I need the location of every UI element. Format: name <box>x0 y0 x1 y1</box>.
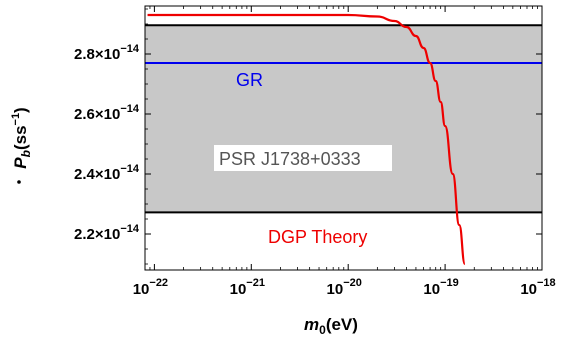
gr-label: GR <box>236 70 263 90</box>
x-tick-label: 10−19 <box>423 277 458 298</box>
dgp-label: DGP Theory <box>268 227 367 247</box>
x-tick-label: 10−22 <box>133 277 168 298</box>
psr-label: PSR J1738+0333 <box>219 149 361 169</box>
y-tick-label: 2.4×10−14 <box>74 163 140 183</box>
y-axis-title-close: ) <box>11 107 30 113</box>
x-tick-label: 10−20 <box>327 277 362 298</box>
x-axis-title-base: m <box>304 315 319 334</box>
plot-area <box>145 13 542 266</box>
psr-label-bg <box>214 145 392 171</box>
y-tick-label: 2.8×10−14 <box>74 43 140 63</box>
x-axis-title-rest: (eV) <box>326 315 358 334</box>
series-line <box>147 13 466 266</box>
x-tick-label: 10−18 <box>520 277 555 298</box>
y-tick-label: 2.6×10−14 <box>74 103 140 123</box>
psr-constraint-band <box>145 25 542 213</box>
y-axis-title-base: P <box>11 157 30 169</box>
x-tick-label: 10−21 <box>230 277 265 298</box>
x-axis-ticks: 10−22 10−21 10−20 10−19 10−18 <box>133 6 556 298</box>
y-axis-title: Pb(ss−1) <box>10 107 33 168</box>
y-axis-title-rest: (ss <box>11 125 30 150</box>
y-tick-label: 2.2×10−14 <box>74 223 140 243</box>
y-axis-title-sup: −1 <box>10 113 22 126</box>
x-axis-title-sub: 0 <box>319 323 326 337</box>
x-axis-title: m0(eV) <box>304 315 358 337</box>
y-axis-title-sub: b <box>19 150 33 157</box>
y-axis-ticks: 2.2×10−14 2.4×10−14 2.6×10−14 2.8×10−14 <box>74 8 542 265</box>
y-axis-title-dot <box>17 180 21 184</box>
